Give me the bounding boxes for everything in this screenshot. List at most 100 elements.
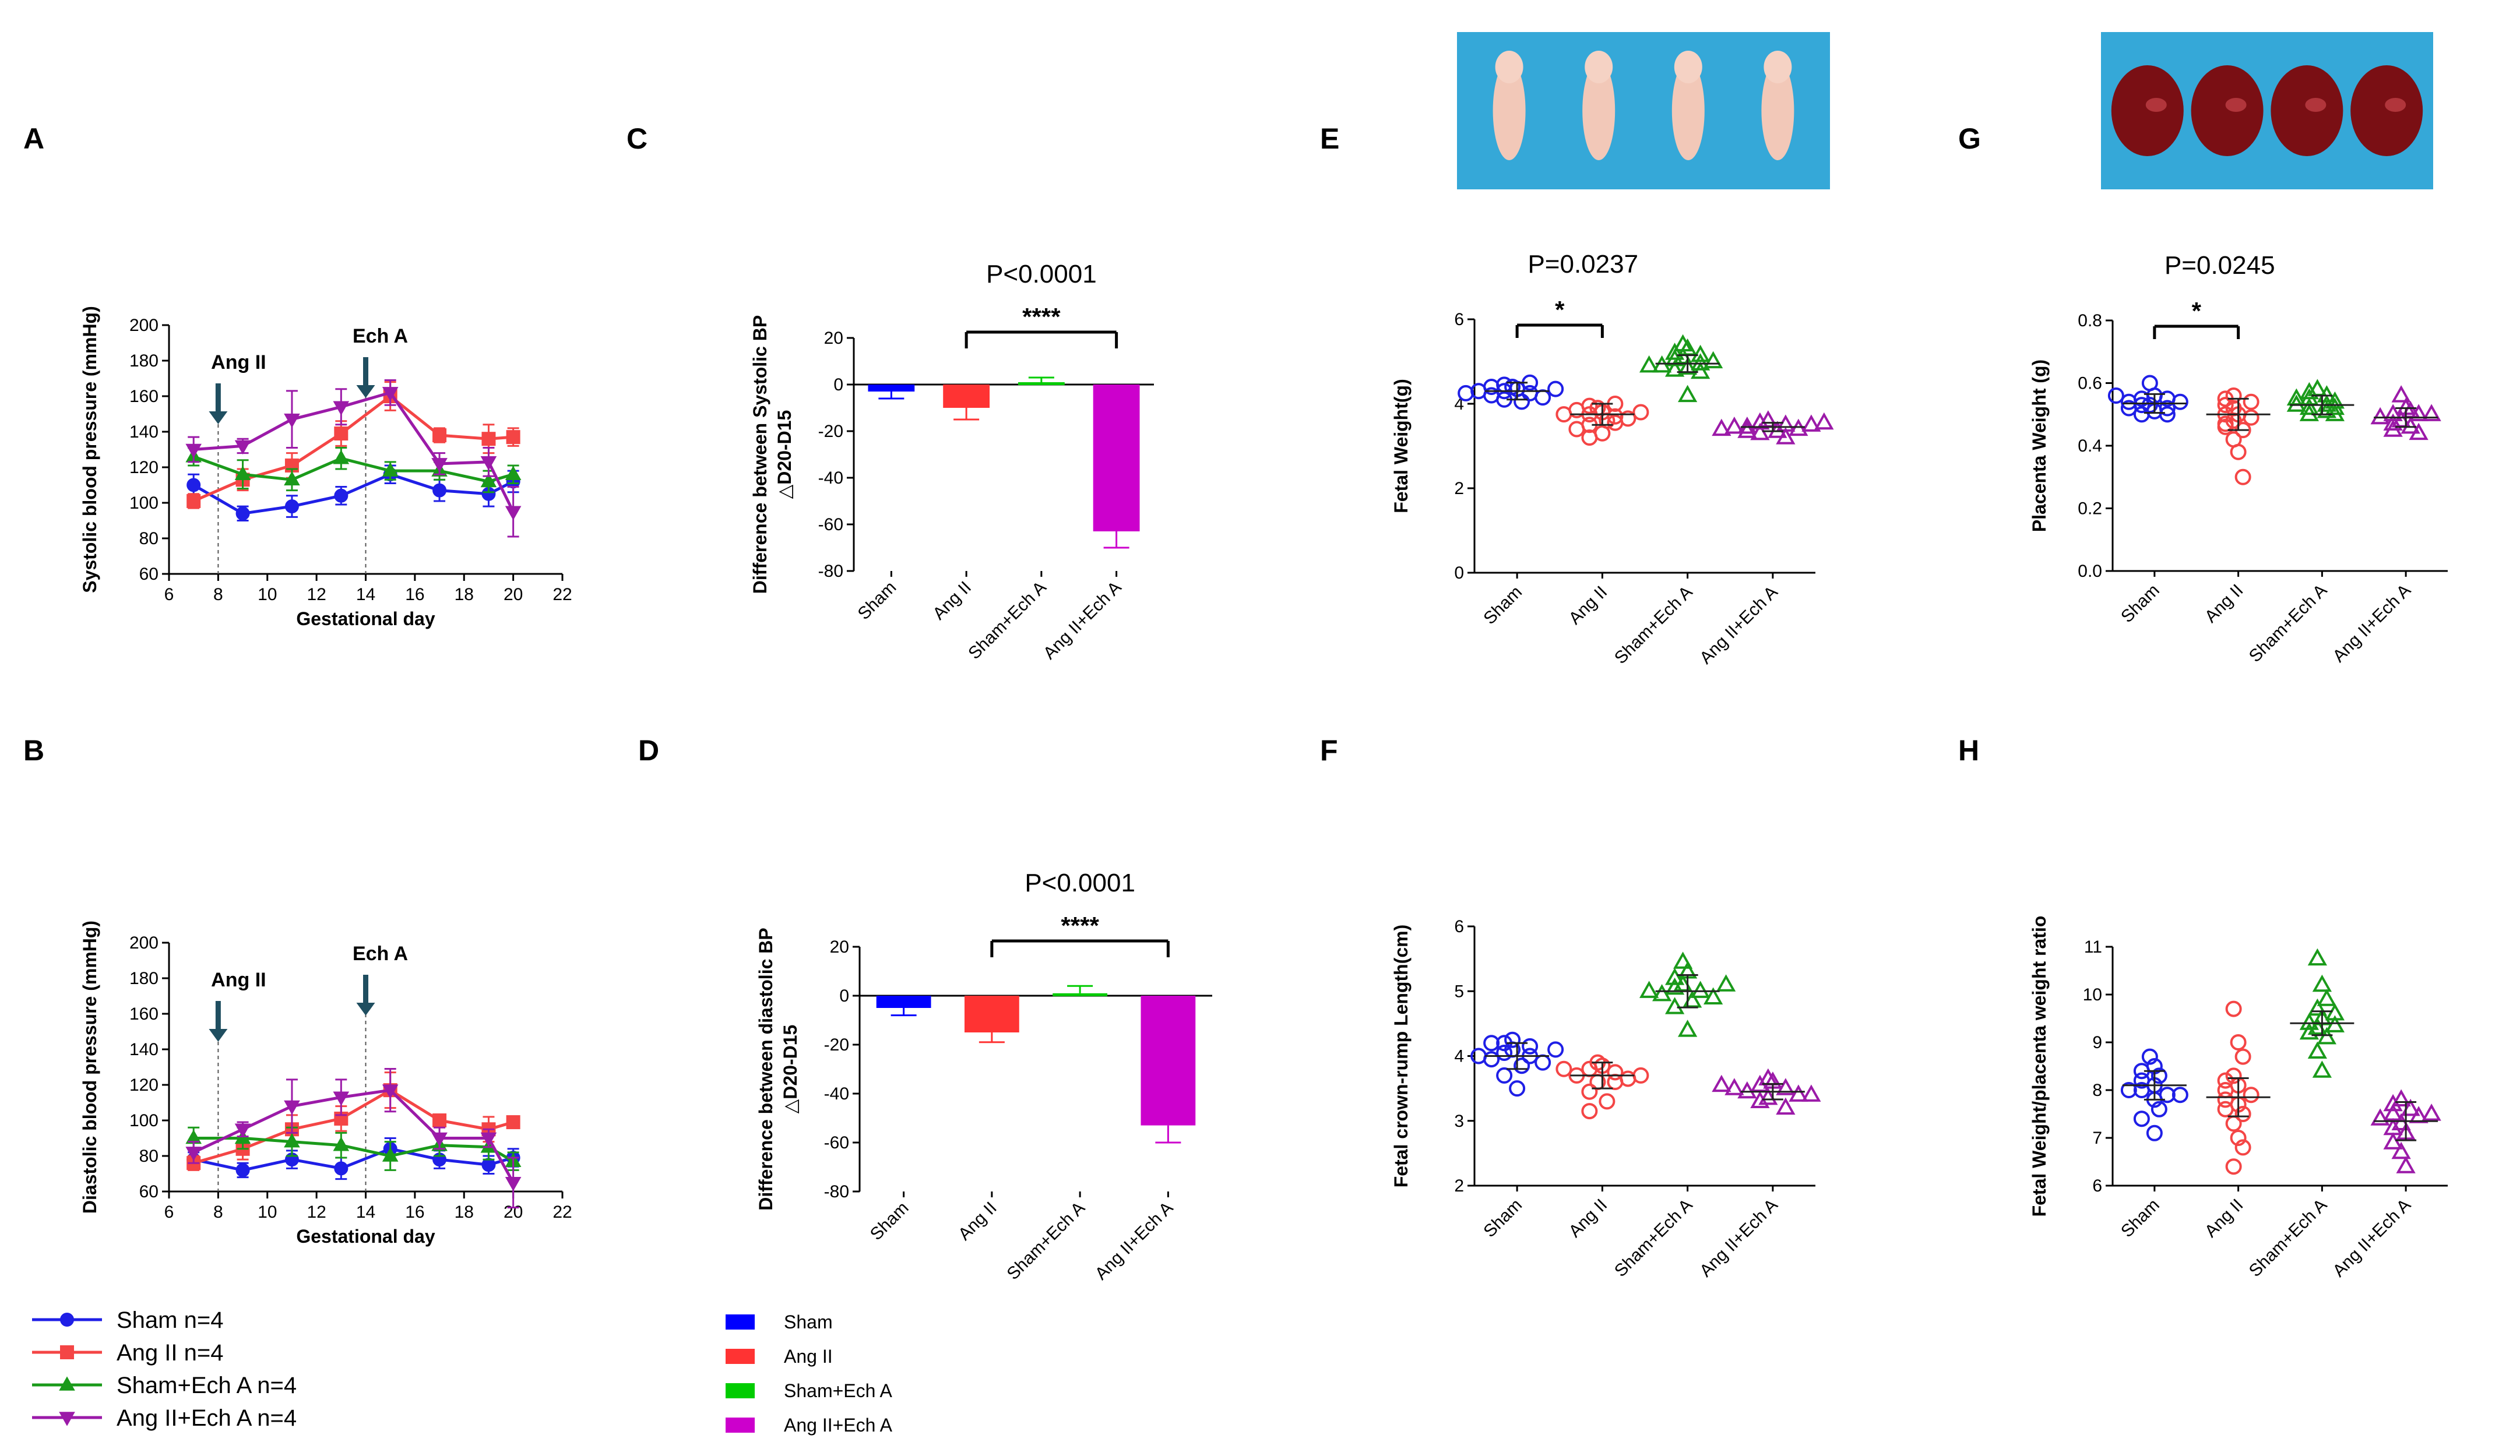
data-point <box>1789 418 1808 436</box>
data-point <box>1712 418 1731 436</box>
x-tick-label: 10 <box>258 1203 277 1222</box>
y-tick-label: 2 <box>1454 1176 1464 1196</box>
data-point <box>2234 1106 2251 1122</box>
series-line <box>193 390 515 513</box>
data-point <box>185 1147 202 1161</box>
series-line <box>193 455 514 483</box>
placenta-specimen <box>2111 65 2184 156</box>
series-angiiech <box>185 1068 522 1208</box>
data-point <box>1704 987 1723 1004</box>
x-tick-label: Sham <box>2117 1196 2163 1242</box>
data-point <box>1599 1093 1616 1110</box>
data-point <box>2243 1087 2259 1104</box>
data-point <box>186 493 201 508</box>
data-point <box>1678 357 1698 375</box>
data-point <box>1555 1060 1572 1077</box>
panel-letter-h: H <box>1958 734 1979 767</box>
data-point <box>2141 1048 2158 1065</box>
data-point <box>2217 1091 2234 1108</box>
y-tick-label: -80 <box>818 562 843 581</box>
y-axis-title: Fetal crown-rump Length(cm) <box>1391 925 1412 1188</box>
x-tick-label: 18 <box>455 585 474 604</box>
y-tick-label: 0.6 <box>2078 374 2102 393</box>
data-point <box>1607 1064 1624 1081</box>
data-point <box>1691 344 1710 362</box>
annotation-label: Ech A <box>353 325 408 347</box>
x-tick-label: Ang II <box>955 1198 1001 1245</box>
x-tick-label: Sham+Ech A <box>2246 581 2331 667</box>
data-point <box>2325 404 2345 421</box>
x-tick-label: 16 <box>405 585 424 604</box>
data-point <box>2409 422 2429 440</box>
y-tick-label: 160 <box>129 1004 159 1024</box>
arrow-head-icon <box>356 1003 375 1016</box>
y-axis-title: Fetal Weight/placenta weight ratio <box>2029 916 2050 1217</box>
data-point <box>1673 951 1693 969</box>
data-point <box>2312 1060 2332 1078</box>
data-point <box>234 1123 251 1138</box>
data-point <box>2383 1132 2403 1150</box>
x-tick-label: Ang II <box>2201 1196 2247 1242</box>
data-point <box>2391 1141 2411 1159</box>
x-tick-label: 22 <box>552 1203 572 1222</box>
data-point <box>2299 1022 2319 1040</box>
series-line <box>193 1088 514 1165</box>
data-point <box>1534 1054 1551 1071</box>
data-point <box>1750 422 1770 440</box>
y-tick-label: 6 <box>1454 917 1464 936</box>
data-point <box>2151 1067 2167 1084</box>
chart-a: 60 80 100 120 140 160 180 200 6 8 10 12 14 16 18 20 22 Ge… <box>79 306 572 629</box>
x-tick-label: 10 <box>258 585 277 604</box>
data-point <box>2146 1124 2163 1141</box>
x-tick-label: Ang II+Ech A <box>1092 1198 1177 1284</box>
data-point <box>1704 351 1723 369</box>
data-point <box>1789 1084 1808 1102</box>
data-point <box>1665 349 1685 366</box>
data-point <box>2159 406 2176 423</box>
group-sham <box>1470 1031 1564 1097</box>
y-axis-title: Placenta Weight (g) <box>2029 359 2050 532</box>
y-tick-label: 0.4 <box>2078 436 2102 456</box>
data-point <box>234 466 251 480</box>
y-tick-label: 0.2 <box>2078 499 2102 519</box>
placenta-photo <box>2101 32 2433 189</box>
bar <box>1141 996 1196 1126</box>
data-point <box>1607 414 1624 431</box>
panel-letter-a: A <box>23 122 44 155</box>
y-tick-label: 140 <box>129 1040 159 1059</box>
panel-letter-f: F <box>1320 734 1338 767</box>
data-point <box>1737 1081 1757 1099</box>
group-shamech <box>1639 334 1723 403</box>
data-point <box>284 1100 300 1115</box>
p-value: P=0.0245 <box>2164 251 2275 280</box>
data-point <box>1691 353 1710 371</box>
placenta-specimen <box>2191 65 2264 156</box>
data-point <box>1547 1041 1564 1058</box>
y-tick-label: 120 <box>129 1076 159 1095</box>
data-point <box>432 1113 447 1127</box>
data-point <box>2422 1104 2441 1121</box>
group-angii <box>2206 387 2271 485</box>
y-tick-label: 11 <box>2084 937 2102 957</box>
data-point <box>432 428 447 443</box>
data-point <box>2107 387 2124 404</box>
group-sham <box>2107 375 2188 423</box>
x-tick-label: Sham+Ech A <box>1611 583 1697 668</box>
legend-label: Ang II+Ech A <box>784 1415 893 1436</box>
data-point <box>2396 1156 2416 1173</box>
x-axis-title: Gestational day <box>296 1226 435 1247</box>
data-point <box>2409 404 2429 421</box>
annotation-label: Ech A <box>353 943 408 965</box>
group-angiiech <box>1712 410 1834 445</box>
data-point <box>431 458 448 473</box>
data-point <box>334 426 349 441</box>
data-point <box>382 1084 399 1099</box>
x-tick-label: Ang II+Ech A <box>2329 581 2415 667</box>
x-tick-label: Sham <box>1480 1196 1526 1242</box>
data-point <box>2120 1082 2137 1098</box>
placenta-specimen <box>2271 65 2343 156</box>
